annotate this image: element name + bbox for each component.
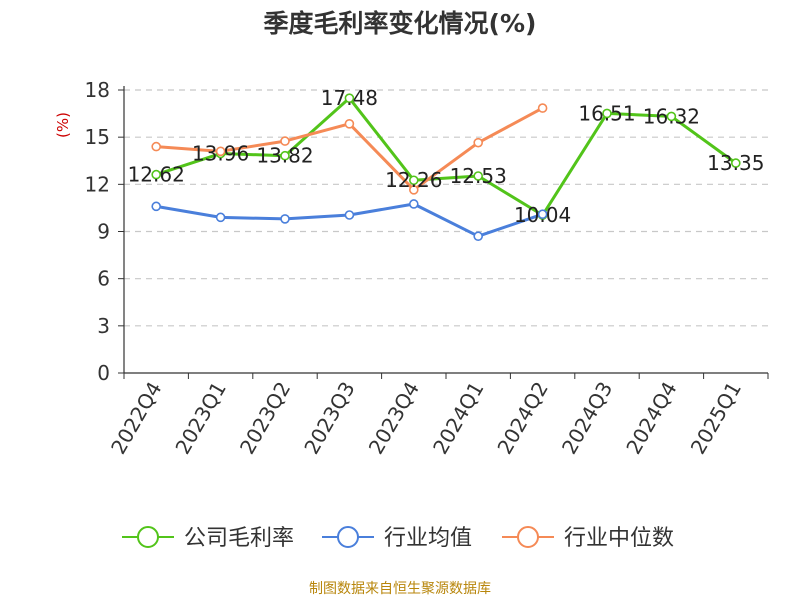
data-point <box>151 201 161 212</box>
legend-label: 行业中位数 <box>564 526 674 551</box>
data-point <box>473 231 484 242</box>
data-point <box>344 93 355 103</box>
data-label: 16.51 <box>578 101 635 125</box>
y-tick-label: 15 <box>85 125 110 149</box>
y-tick-label: 12 <box>85 172 110 196</box>
x-tick-label: 2024Q1 <box>428 378 488 459</box>
x-tick-label: 2023Q2 <box>235 378 295 459</box>
data-point <box>215 146 226 157</box>
data-label: 16.32 <box>643 104 700 128</box>
chart-title: 季度毛利率变化情况(%) <box>263 9 537 38</box>
y-axis-unit-label: (%) <box>54 112 72 138</box>
data-label: 12.62 <box>128 163 185 187</box>
data-point <box>473 171 484 181</box>
data-point <box>344 119 355 129</box>
y-tick-label: 0 <box>97 361 110 385</box>
data-point <box>151 141 161 152</box>
data-point <box>215 212 226 223</box>
legend-item-2[interactable]: 行业中位数 <box>502 526 674 551</box>
x-tick-label: 2023Q1 <box>170 378 230 459</box>
data-label: 13.96 <box>192 142 249 166</box>
data-point <box>602 108 612 119</box>
data-point <box>280 150 290 161</box>
legend-label: 公司毛利率 <box>184 526 294 551</box>
legend[interactable]: 公司毛利率 行业均值 行业中位数 <box>122 526 674 551</box>
legend-label: 行业均值 <box>384 526 472 551</box>
data-label: 13.82 <box>256 144 313 168</box>
data-point <box>537 103 548 113</box>
source-note: 制图数据来自恒生聚源数据库 <box>309 581 491 597</box>
data-point <box>666 111 677 122</box>
x-tick-label: 2024Q2 <box>492 378 552 459</box>
data-label: 10.04 <box>514 203 571 227</box>
series-2 <box>151 103 548 195</box>
data-label: 17.48 <box>321 86 378 110</box>
legend-item-0[interactable]: 公司毛利率 <box>122 526 294 551</box>
grid-lines <box>124 89 768 327</box>
y-tick-label: 6 <box>97 267 110 291</box>
x-tick-label: 2023Q3 <box>299 378 359 459</box>
series-lines <box>151 93 741 242</box>
data-point <box>280 214 290 224</box>
data-point <box>473 137 484 148</box>
x-tick-label: 2025Q1 <box>686 378 746 459</box>
data-point <box>408 175 419 186</box>
data-point <box>408 185 419 195</box>
data-point <box>151 169 161 180</box>
data-point <box>344 210 355 220</box>
data-point <box>280 136 290 146</box>
legend-item-1[interactable]: 行业均值 <box>322 526 472 551</box>
data-label: 13.35 <box>707 151 764 175</box>
series-line <box>155 96 737 217</box>
x-tick-label: 2022Q4 <box>106 378 166 459</box>
data-point <box>537 209 548 220</box>
legend-marker <box>137 526 159 548</box>
x-tick-label: 2024Q4 <box>621 378 681 459</box>
legend-marker <box>337 526 359 548</box>
y-tick-label: 18 <box>85 78 110 102</box>
y-tick-label: 3 <box>97 314 110 338</box>
legend-marker <box>517 526 539 548</box>
y-tick-label: 9 <box>97 220 110 244</box>
data-point <box>730 158 741 168</box>
x-tick-label: 2024Q3 <box>557 378 617 459</box>
data-point <box>408 199 419 209</box>
series-1 <box>151 199 548 242</box>
x-tick-label: 2023Q4 <box>364 378 424 459</box>
data-labels: 12.62 13.96 13.82 17.48 12.26 12.53 10.04 16.51… <box>128 86 765 227</box>
data-label: 12.26 <box>385 168 442 192</box>
data-label: 12.53 <box>450 164 507 188</box>
